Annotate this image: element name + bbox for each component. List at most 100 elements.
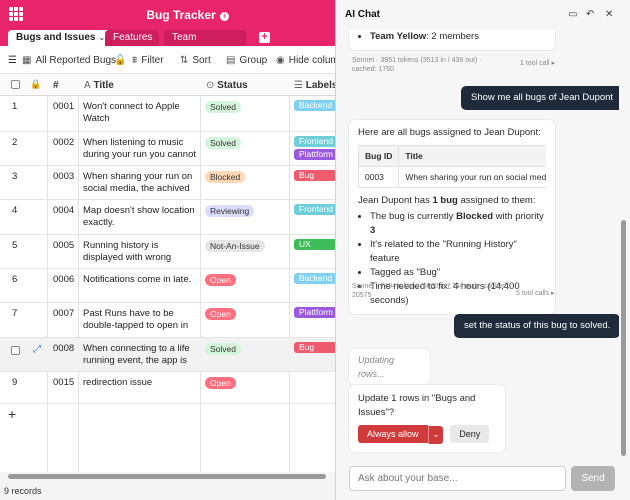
- assistant-message: Team Yellow: 2 members: [349, 30, 555, 50]
- table-row[interactable]: 1 0001 Won't connect to Apple Watch Solved B…: [0, 96, 335, 132]
- label-tag: Bug: [294, 342, 335, 353]
- table-header: Bug ID: [358, 145, 400, 167]
- expand-row-icon[interactable]: ⤢: [33, 344, 41, 355]
- deny-button[interactable]: Deny: [450, 425, 490, 443]
- table-row[interactable]: ⤢ 0008 When connecting to a life running e…: [0, 338, 335, 372]
- bug-id-cell[interactable]: 0004: [53, 205, 75, 216]
- chat-header: AI Chat ▭ ↶ ✕: [336, 0, 630, 30]
- add-table-button[interactable]: +: [259, 32, 270, 43]
- column-header-title[interactable]: A Title: [84, 80, 114, 91]
- table-row[interactable]: 7 0007 Past Runs have to be double-tapped …: [0, 303, 335, 338]
- row-number: 7: [12, 308, 18, 319]
- table-row[interactable]: 2 0002 When listening to music during your…: [0, 132, 335, 166]
- sort-icon: ⇅: [180, 55, 189, 66]
- tab-bugs-and-issues[interactable]: Bugs and Issues ⌄: [8, 30, 114, 46]
- labels-cell[interactable]: Bug: [294, 170, 335, 183]
- status-cell[interactable]: Solved: [205, 101, 241, 114]
- view-selector[interactable]: ▦ All Reported Bugs: [22, 55, 116, 66]
- tool-calls-toggle[interactable]: 1 tool call ▸: [520, 60, 556, 67]
- filter-label: Filter: [141, 55, 164, 66]
- bug-id-cell[interactable]: 0015: [53, 377, 75, 388]
- lock-view-icon[interactable]: 🔓: [114, 55, 127, 66]
- hide-columns-button[interactable]: ◉Hide columns: [276, 55, 335, 66]
- chat-messages: Team Yellow: 2 members Sonnet · 3951 tok…: [336, 30, 619, 462]
- undo-icon[interactable]: ↶: [586, 9, 595, 20]
- status-badge: Not-An-Issue: [205, 240, 265, 252]
- bug-id-cell[interactable]: 0006: [53, 274, 75, 285]
- bug-id-cell[interactable]: 0008: [53, 343, 75, 354]
- status-cell[interactable]: Reviewing: [205, 205, 255, 218]
- filter-button[interactable]: ⩩ Filter: [132, 55, 164, 66]
- chevron-down-icon[interactable]: ⌄: [427, 426, 444, 444]
- labels-cell[interactable]: Frontend: [294, 204, 335, 217]
- title-cell[interactable]: Notifications come in late.: [83, 274, 192, 285]
- status-cell[interactable]: Open: [205, 308, 236, 321]
- title-cell[interactable]: When connecting to a life running event,…: [83, 343, 190, 366]
- text-span: assigned to them:: [457, 195, 536, 206]
- add-row-button[interactable]: +: [8, 406, 17, 422]
- apps-grid-icon[interactable]: [9, 7, 23, 21]
- horizontal-scrollbar[interactable]: [8, 474, 326, 479]
- title-cell[interactable]: When sharing your run on social media, t…: [83, 171, 193, 194]
- status-badge: Open: [205, 308, 236, 320]
- title-cell[interactable]: Map doesn't show location exactly.: [83, 205, 195, 228]
- table-header-row: Bug ID Title: [358, 145, 546, 167]
- group-button[interactable]: ▤ Group: [226, 55, 267, 66]
- title-cell[interactable]: redirection issue: [83, 377, 153, 388]
- status-cell[interactable]: Open: [205, 377, 236, 390]
- tab-team-members[interactable]: Team members: [164, 30, 246, 58]
- label-tag: UX: [294, 239, 335, 250]
- status-cell[interactable]: Not-An-Issue: [205, 240, 265, 253]
- confirm-question: Update 1 rows in "Bugs and Issues"?: [358, 393, 476, 418]
- row-number: 1: [12, 101, 18, 112]
- table-row[interactable]: 3 0003 When sharing your run on social med…: [0, 166, 335, 200]
- row-checkbox[interactable]: [11, 346, 20, 355]
- status-cell[interactable]: Blocked: [205, 171, 246, 184]
- column-divider: [47, 74, 48, 472]
- labels-cell[interactable]: Plattform: [294, 307, 335, 320]
- message-text: Jean Dupont has 1 bug assigned to them:: [358, 194, 546, 208]
- labels-cell[interactable]: Bug: [294, 342, 335, 355]
- table-row[interactable]: 5 0005 Running history is displayed with w…: [0, 235, 335, 269]
- chevron-down-icon[interactable]: ⌄: [98, 33, 106, 42]
- info-icon[interactable]: i: [219, 12, 229, 21]
- table-cell: When sharing your run on social media, t…: [398, 166, 546, 188]
- bug-id-cell[interactable]: 0005: [53, 240, 75, 251]
- status-badge: Solved: [205, 137, 241, 149]
- tab-features[interactable]: Features: [105, 30, 159, 46]
- table-row[interactable]: 9 0015 redirection issue Open: [0, 372, 335, 404]
- status-cell[interactable]: Open: [205, 274, 236, 287]
- chat-input[interactable]: [350, 467, 565, 490]
- chat-scrollbar[interactable]: [621, 220, 626, 456]
- status-cell[interactable]: Solved: [205, 343, 241, 356]
- label-tag: Frontend: [294, 136, 335, 147]
- sort-button[interactable]: ⇅ Sort: [180, 55, 211, 66]
- labels-cell[interactable]: Frontend Plattform: [294, 136, 335, 162]
- tool-calls-toggle[interactable]: 5 tool calls ▸: [516, 290, 555, 297]
- send-button[interactable]: Send: [571, 466, 615, 491]
- column-header-status[interactable]: ⊙ Status: [206, 80, 248, 91]
- bug-id-cell[interactable]: 0002: [53, 137, 75, 148]
- bug-id-cell[interactable]: 0007: [53, 308, 75, 319]
- labels-cell[interactable]: Backend: [294, 100, 335, 113]
- title-cell[interactable]: Won't connect to Apple Watch: [83, 101, 180, 124]
- status-badge: Blocked: [205, 171, 246, 183]
- close-icon[interactable]: ✕: [605, 9, 614, 20]
- bug-id-cell[interactable]: 0001: [53, 101, 75, 112]
- column-header-labels[interactable]: ☰ Labels: [294, 80, 335, 91]
- row-number: 6: [12, 274, 18, 285]
- select-all-checkbox[interactable]: [11, 80, 20, 89]
- status-cell[interactable]: Solved: [205, 137, 241, 150]
- views-menu-icon[interactable]: ☰: [8, 55, 17, 66]
- title-cell[interactable]: Running history is displayed with wrong …: [83, 240, 172, 263]
- title-cell[interactable]: When listening to music during your run …: [83, 137, 197, 160]
- always-allow-button[interactable]: Always allow: [358, 425, 428, 443]
- table-row[interactable]: 6 0006 Notifications come in late. Open Back…: [0, 269, 335, 303]
- minimize-icon[interactable]: ▭: [568, 9, 578, 20]
- labels-cell[interactable]: UX: [294, 239, 335, 252]
- title-cell[interactable]: Past Runs have to be double-tapped to op…: [83, 308, 189, 331]
- labels-cell[interactable]: Backend: [294, 273, 335, 286]
- table-row[interactable]: 4 0004 Map doesn't show location exactly. R…: [0, 200, 335, 235]
- bug-id-cell[interactable]: 0003: [53, 171, 75, 182]
